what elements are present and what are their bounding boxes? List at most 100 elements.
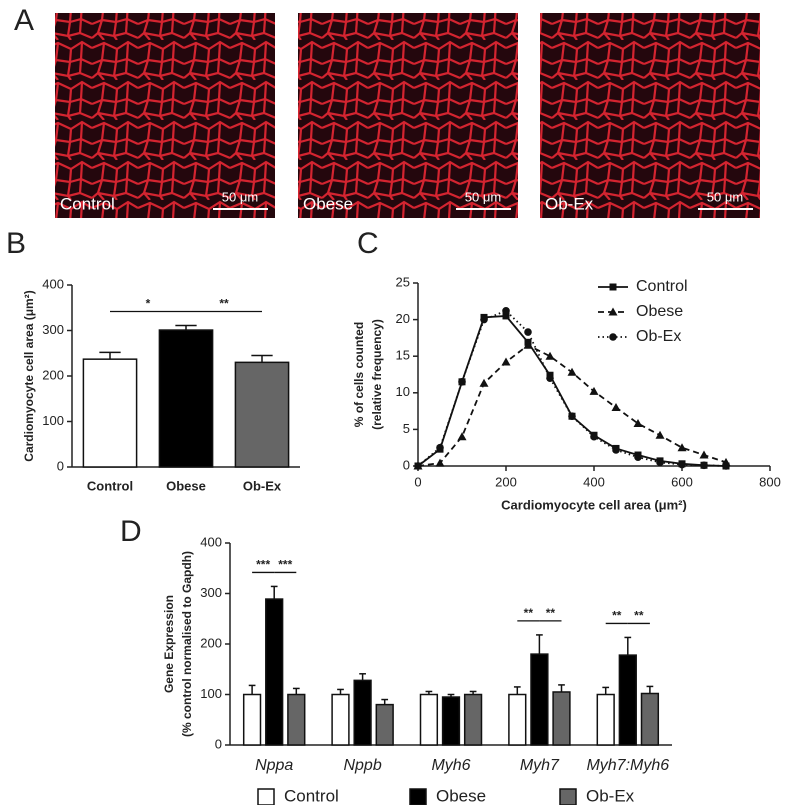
- micrograph-image: [298, 13, 518, 218]
- legend-swatch: [559, 788, 577, 805]
- marker: [546, 374, 554, 382]
- marker: [545, 351, 555, 360]
- x-tick-label: Nppb: [343, 757, 381, 774]
- marker: [414, 462, 422, 470]
- significance-label: **: [634, 609, 644, 623]
- error-bar: [624, 636, 632, 656]
- marker: [457, 432, 467, 441]
- marker: [523, 340, 533, 349]
- y-tick-label: 0: [57, 458, 64, 473]
- y-tick-label: 5: [403, 421, 410, 436]
- bar: [508, 693, 527, 746]
- scale-label: 50 μm: [465, 189, 501, 204]
- legend-label: Control: [636, 278, 688, 295]
- micrograph: Ob-Ex 50 μm: [540, 13, 760, 218]
- significance-label: **: [546, 606, 556, 620]
- y-tick-label: 300: [200, 585, 222, 600]
- error-bar: [469, 690, 477, 695]
- marker: [435, 458, 445, 467]
- legend-item: Control: [598, 278, 688, 295]
- marker: [436, 443, 444, 452]
- bar: [640, 692, 660, 746]
- bar: [419, 693, 439, 746]
- bar: [158, 329, 214, 468]
- y-axis-label: % of cells counted: [352, 322, 366, 427]
- significance-label: ***: [278, 558, 292, 572]
- y-tick-label: 100: [42, 413, 64, 428]
- y-tick-label: 25: [396, 274, 410, 289]
- marker: [502, 307, 510, 315]
- marker: [633, 419, 643, 428]
- legend-swatch: [257, 788, 275, 805]
- x-axis-label: Cardiomyocyte cell area (μm²): [501, 497, 687, 512]
- error-bar: [513, 686, 521, 695]
- micrograph-image: [55, 13, 275, 218]
- y-tick-label: 200: [200, 635, 222, 650]
- y-tick-label: 10: [396, 384, 410, 399]
- legend-label: Ob-Ex: [636, 328, 681, 345]
- y-tick-label: 15: [396, 348, 410, 363]
- error-bar: [270, 585, 278, 600]
- marker: [568, 412, 576, 421]
- marker: [722, 462, 730, 470]
- bar: [265, 598, 284, 746]
- scale-label: 50 μm: [707, 189, 743, 204]
- y-tick-label: 0: [215, 736, 222, 751]
- marker: [458, 378, 466, 386]
- marker: [612, 446, 620, 454]
- image-label: Obese: [303, 194, 353, 213]
- x-tick-label: Obese: [166, 478, 206, 493]
- x-tick-label: 0: [414, 474, 421, 489]
- error-bar: [175, 324, 197, 331]
- x-tick-label: 200: [495, 474, 517, 489]
- bar: [441, 696, 461, 746]
- panel-label: B: [6, 227, 26, 260]
- x-tick-label: 600: [671, 474, 693, 489]
- marker: [655, 430, 665, 439]
- panel-label: D: [120, 515, 142, 548]
- significance-label: ***: [256, 558, 270, 572]
- bar: [618, 654, 637, 746]
- marker: [699, 450, 709, 459]
- panel-label: C: [357, 227, 379, 260]
- legend-item: Ob-Ex: [598, 328, 681, 345]
- error-bar: [646, 685, 654, 694]
- error-bar: [425, 690, 433, 695]
- error-bar: [558, 684, 565, 692]
- x-tick-label: Ob-Ex: [243, 478, 282, 493]
- error-bar: [359, 673, 366, 681]
- legend-label: Obese: [636, 303, 683, 320]
- bar: [375, 703, 394, 746]
- x-tick-label: Myh6: [431, 757, 470, 774]
- error-bar: [447, 693, 455, 698]
- bar: [530, 653, 549, 746]
- marker: [590, 432, 598, 441]
- y-axis-label: (relative frequency): [370, 319, 384, 430]
- error-bar: [248, 684, 256, 695]
- x-tick-label: 400: [583, 474, 605, 489]
- panel-label: A: [14, 4, 34, 37]
- legend-label: Ob-Ex: [586, 786, 635, 805]
- y-tick-label: 300: [42, 322, 64, 337]
- x-tick-label: 800: [759, 474, 781, 489]
- marker: [479, 378, 489, 387]
- image-label: Ob-Ex: [545, 194, 594, 213]
- significance-label: **: [612, 609, 622, 623]
- bar: [552, 691, 571, 746]
- error-bar: [536, 634, 543, 655]
- marker: [589, 386, 599, 395]
- y-tick-label: 200: [42, 367, 64, 382]
- error-bar: [602, 686, 610, 695]
- marker: [609, 283, 617, 291]
- bar: [234, 361, 290, 468]
- y-axis-label: (% control normalised to Gapdh): [180, 551, 194, 737]
- legend-swatch: [409, 788, 427, 805]
- y-axis-label: Gene Expression: [162, 595, 176, 693]
- x-tick-label: Myh7: [520, 757, 560, 774]
- significance-label: *: [146, 297, 151, 311]
- image-label: Control: [60, 194, 115, 213]
- marker: [678, 460, 686, 469]
- marker: [634, 453, 642, 462]
- legend-label: Obese: [436, 786, 486, 805]
